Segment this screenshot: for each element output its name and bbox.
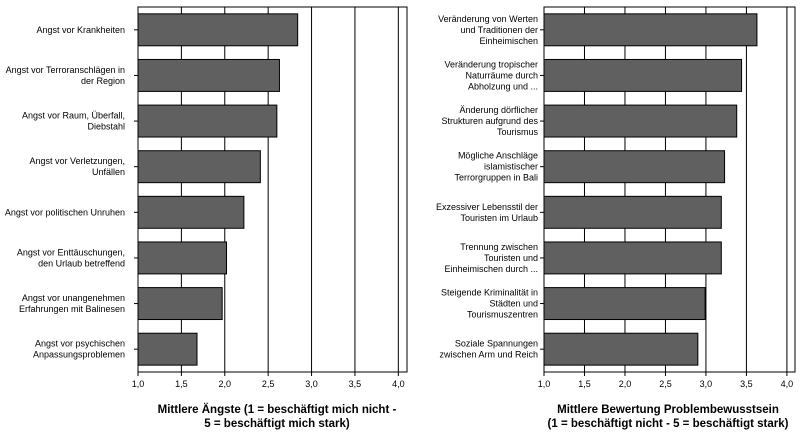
bar (543, 332, 699, 366)
tick-label: 3,5 (740, 379, 753, 389)
tick-label: 1,5 (175, 379, 188, 389)
tick-label: 3,0 (305, 379, 318, 389)
tick-label: 2,5 (659, 379, 672, 389)
tick-label: 1,5 (578, 379, 591, 389)
tick-label: 4,0 (392, 379, 405, 389)
category-label: Exzessiver Lebensstil der Touristen im Ur… (436, 202, 538, 223)
x-axis-title: Mittlere Bewertung Problembewusstsein (1 … (548, 404, 789, 430)
tick-label: 1,0 (538, 379, 551, 389)
bar (543, 287, 706, 321)
bar (137, 58, 280, 92)
right-chart-problem-awareness: 1,0 1,5 2,0 2,5 3,0 3,5 4,0 Veränderung von Wer… (436, 6, 796, 430)
tick-label: 2,0 (219, 379, 232, 389)
category-label: Steigende Kriminalität in Städten und Tour… (441, 288, 538, 320)
category-label: Veränderung von Werten und Traditionen de… (438, 14, 538, 46)
bar (137, 13, 299, 47)
bar (137, 287, 223, 321)
bar (543, 13, 758, 47)
bar (137, 332, 198, 366)
category-label: Angst vor Raum, Überfall, Diebstahl (22, 111, 125, 132)
category-label: Trennung zwischen Touristen und Einheimisc… (444, 242, 538, 274)
category-label: Angst vor psychischen Anpassungsproblemen (33, 339, 125, 360)
category-label: Angst vor Krankheiten (36, 25, 125, 35)
category-label: Angst vor Enttäuschungen, den Urlaub betr… (17, 247, 125, 268)
category-label: Veränderung tropischer Naturräume durch Ab… (444, 59, 538, 91)
tick-label: 3,0 (700, 379, 713, 389)
bar (137, 195, 245, 229)
tick-label: 2,5 (262, 379, 275, 389)
x-axis-title: Mittlere Ängste (1 = beschäftigt mich ni… (158, 403, 397, 430)
bar (543, 150, 726, 184)
bar (543, 241, 722, 275)
tick-label: 1,0 (132, 379, 145, 389)
tick-label: 2,0 (619, 379, 632, 389)
bar (137, 150, 261, 184)
left-chart-fears: 1,0 1,5 2,0 2,5 3,0 3,5 4,0 Angst vor Krankheit… (5, 6, 408, 430)
category-label: Mögliche Anschläge islamistischer Terrorgr… (454, 151, 538, 183)
bar (137, 241, 228, 275)
tick-label: 3,5 (349, 379, 362, 389)
category-label: Soziale Spannungen zwischen Arm und Reich (439, 339, 538, 360)
bar (137, 104, 278, 138)
category-label: Angst vor Verletzungen, Unfällen (29, 156, 125, 177)
category-label: Änderung dörflicher Strukturen aufgrund d… (441, 105, 538, 137)
category-label: Angst vor unangenehmen Erfahrungen mit Ba… (19, 293, 125, 314)
bar (543, 58, 743, 92)
bar (543, 104, 738, 138)
category-label: Angst vor politischen Unruhen (5, 207, 125, 217)
tick-label: 4,0 (781, 379, 794, 389)
bar (543, 195, 722, 229)
category-label: Angst vor Terroranschlägen in der Region (6, 65, 125, 86)
